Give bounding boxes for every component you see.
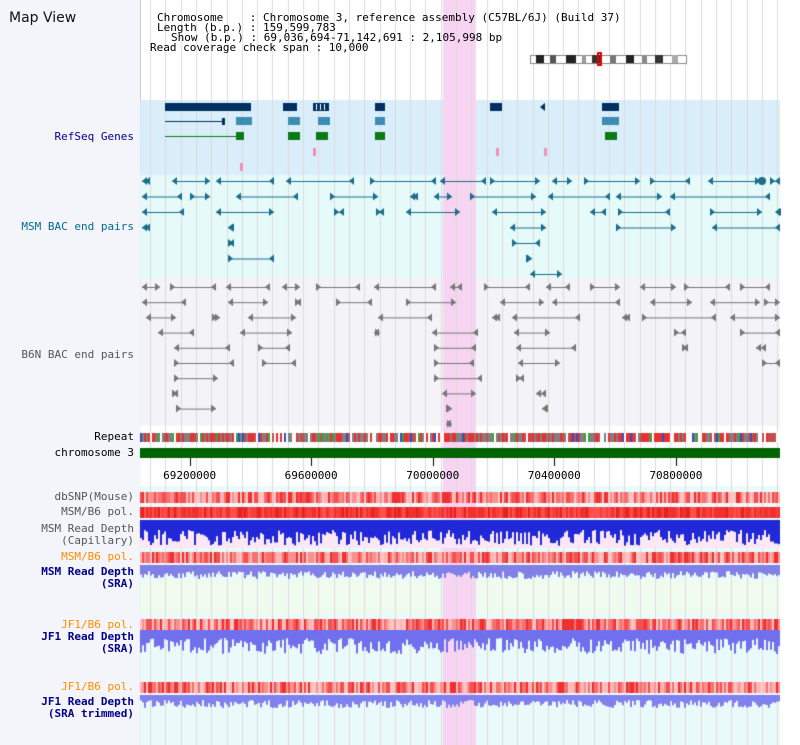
chromosome-info: Chromosome : Chromosome 3, reference ass… bbox=[157, 11, 621, 24]
track-label-repeat[interactable]: Repeat bbox=[94, 430, 134, 443]
axis-tick-label: 69200000 bbox=[163, 469, 217, 482]
track-label-jf1-depth-trim[interactable]: JF1 Read Depth bbox=[41, 695, 134, 708]
track-label-refseq[interactable]: RefSeq Genes bbox=[54, 130, 134, 143]
track-label-jf1-depth-sub: (SRA) bbox=[100, 642, 134, 655]
track-label-msm-depth-cap-sub: (Capillary) bbox=[61, 534, 134, 547]
track-label-msm-depth-sra[interactable]: MSM Read Depth bbox=[41, 565, 134, 578]
axis-tick-label: 70400000 bbox=[527, 469, 581, 482]
track-label-jf1-pol-2[interactable]: JF1/B6 pol. bbox=[61, 680, 134, 693]
axis-tick-label: 70800000 bbox=[649, 469, 703, 482]
track-label-b6n-bac[interactable]: B6N BAC end pairs bbox=[21, 348, 134, 361]
show-range-info: Show (b.p.) : 69,036,694-71,142,691 : 2,… bbox=[171, 31, 503, 44]
track-label-chromosome[interactable]: chromosome 3 bbox=[54, 446, 134, 459]
track-label-dbsnp[interactable]: dbSNP(Mouse) bbox=[54, 490, 134, 503]
track-label-msm-b6-pol-2[interactable]: MSM/B6 pol. bbox=[61, 550, 134, 563]
chromosome-ideogram[interactable] bbox=[530, 53, 686, 63]
track-label-jf1-pol-1[interactable]: JF1/B6 pol. bbox=[61, 618, 134, 631]
axis-tick-label: 70000000 bbox=[406, 469, 460, 482]
track-label-jf1-depth-trim-sub: (SRA trimmed) bbox=[47, 707, 134, 720]
track-label-msm-depth-cap[interactable]: MSM Read Depth bbox=[41, 522, 134, 535]
length-info: Length (b.p.) : 159,599,783 bbox=[157, 21, 336, 34]
page-title: Map View bbox=[9, 10, 77, 26]
axis-tick-label: 69600000 bbox=[284, 469, 338, 482]
coverage-span-info: Read coverage check span : 10,000 bbox=[150, 41, 369, 54]
track-label-jf1-depth[interactable]: JF1 Read Depth bbox=[41, 630, 134, 643]
track-label-msm-b6-pol-1[interactable]: MSM/B6 pol. bbox=[61, 505, 134, 518]
track-label-msm-bac[interactable]: MSM BAC end pairs bbox=[21, 220, 134, 233]
track-label-msm-depth-sra-sub: (SRA) bbox=[100, 577, 134, 590]
